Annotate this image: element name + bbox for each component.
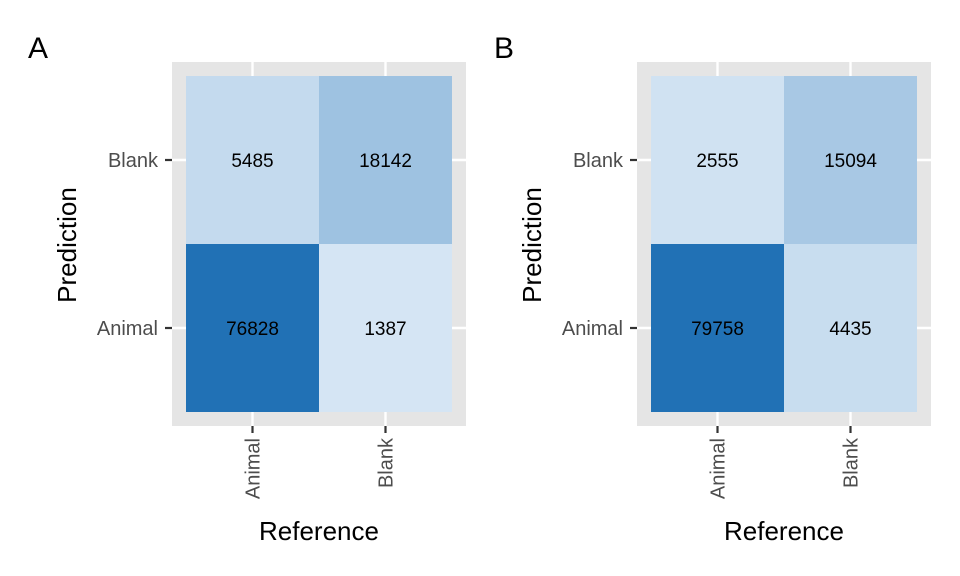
x-axis-title: Reference xyxy=(259,516,379,546)
y-axis-title: Prediction xyxy=(52,187,82,303)
panel-A: A 5485 18142 76828 1387 Animal Blank Animal Blan… xyxy=(28,32,466,546)
heatmap-tile xyxy=(784,76,917,244)
cell-value-label: 18142 xyxy=(359,151,412,172)
heatmap-tile xyxy=(784,244,917,412)
cell-value-label: 4435 xyxy=(829,319,871,340)
x-axis-title: Reference xyxy=(724,516,844,546)
y-tick-label: Animal xyxy=(97,318,158,340)
panel-letter: B xyxy=(494,32,514,65)
cell-value-label: 79758 xyxy=(691,319,744,340)
x-tick-label: Animal xyxy=(708,438,730,499)
y-axis-title: Prediction xyxy=(517,187,547,303)
x-tick-label: Animal xyxy=(243,438,265,499)
cell-value-label: 1387 xyxy=(364,319,406,340)
panel-letter: A xyxy=(28,32,48,65)
heatmap-tile xyxy=(651,244,784,412)
cell-value-label: 15094 xyxy=(824,151,877,172)
y-tick-label: Blank xyxy=(108,150,159,172)
heatmap-tile xyxy=(319,76,452,244)
cell-value-label: 76828 xyxy=(226,319,279,340)
cell-value-label: 2555 xyxy=(696,151,738,172)
heatmap-tile xyxy=(651,76,784,244)
panel-B: B 2555 15094 79758 4435 Animal Blank Animal Blan… xyxy=(494,32,931,546)
heatmap-tile xyxy=(319,244,452,412)
y-tick-label: Blank xyxy=(573,150,624,172)
x-tick-label: Blank xyxy=(841,437,863,488)
heatmap-tile xyxy=(186,76,319,244)
cell-value-label: 5485 xyxy=(231,151,273,172)
heatmap-tile xyxy=(186,244,319,412)
y-tick-label: Animal xyxy=(562,318,623,340)
x-tick-label: Blank xyxy=(376,437,398,488)
